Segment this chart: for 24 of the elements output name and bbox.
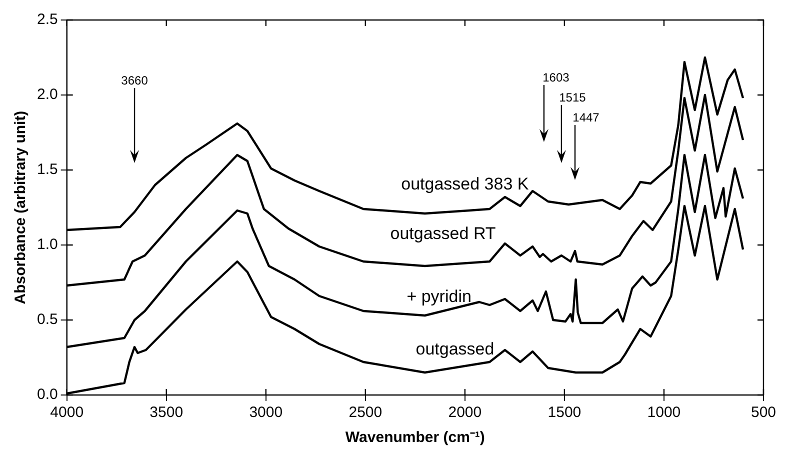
series-label: + pyridin: [406, 287, 472, 306]
annotation: 1603: [542, 70, 570, 84]
y-tick-label: 2.0: [36, 86, 58, 104]
y-tick-label: 0.0: [36, 386, 58, 404]
annotation: 1515: [559, 90, 586, 104]
series-label: outgassed 383 K: [401, 174, 530, 194]
y-tick-label: 0.5: [36, 311, 58, 328]
series-label: outgassed RT: [390, 224, 496, 244]
x-tick-label: 4000: [50, 404, 84, 422]
x-tick-label: 3500: [150, 404, 184, 422]
y-axis-title: Absorbance (arbitrary unit): [12, 110, 30, 304]
x-tick-label: 3000: [249, 404, 283, 422]
y-tick-label: 1.5: [36, 161, 58, 178]
annotation: 3660: [121, 73, 148, 88]
series-label: outgassed: [416, 340, 494, 359]
x-tick-label: 2500: [348, 404, 382, 422]
annotation: 1447: [572, 110, 600, 124]
x-tick-label: 2000: [448, 404, 482, 422]
x-axis-title: Wavenumber (cm⁻¹): [345, 429, 485, 446]
x-tick-label: 1000: [647, 404, 681, 422]
x-tick-label: 1500: [548, 404, 582, 422]
y-tick-label: 2.5: [36, 11, 58, 28]
y-tick-label: 1.0: [36, 236, 58, 254]
x-tick-label: 500: [750, 404, 776, 422]
